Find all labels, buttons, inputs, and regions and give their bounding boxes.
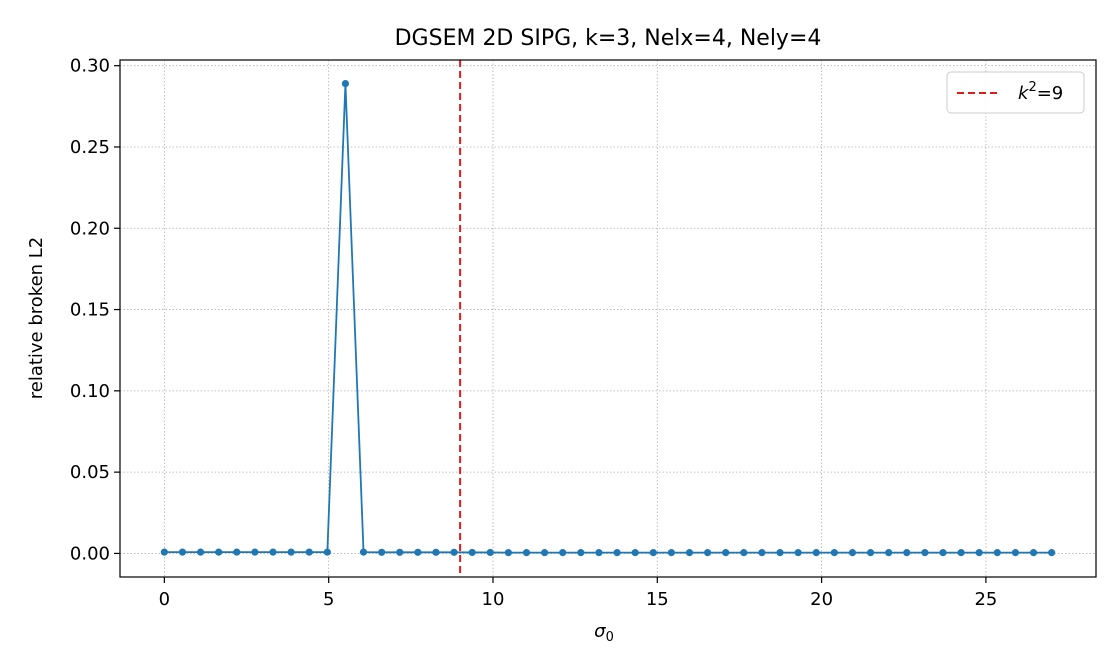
y-tick-label: 0.25: [70, 137, 110, 158]
data-point: [305, 548, 313, 556]
data-point: [341, 79, 350, 88]
data-point: [468, 548, 476, 557]
x-axis: 0 5 10 15 20 25: [159, 577, 997, 610]
y-tick-label: 0.00: [70, 543, 110, 564]
data-point: [178, 548, 187, 556]
data-point: [975, 549, 983, 557]
data-point: [885, 549, 893, 557]
data-point: [1011, 549, 1020, 557]
x-tick-label: 25: [974, 589, 997, 610]
data-point: [486, 548, 494, 557]
y-tick-label: 0.15: [70, 300, 110, 321]
data-point: [794, 549, 802, 557]
plot-area: [160, 60, 1056, 577]
data-point: [649, 549, 657, 557]
x-tick-label: 20: [810, 589, 833, 610]
data-point: [559, 549, 567, 557]
y-tick-label: 0.20: [70, 218, 110, 239]
y-tick-label: 0.10: [70, 381, 110, 402]
data-point: [939, 549, 947, 557]
data-point: [504, 549, 512, 557]
legend: k2=9: [946, 71, 1085, 114]
data-point: [758, 549, 766, 557]
data-point: [577, 549, 585, 557]
x-axis-label-subscript: 0: [606, 630, 614, 645]
data-point: [378, 548, 386, 556]
data-point: [251, 548, 259, 556]
data-point: [704, 549, 712, 557]
legend-box: [946, 71, 1085, 114]
data-point: [1048, 549, 1056, 557]
x-axis-label-symbol: σ: [594, 621, 606, 642]
data-point: [233, 548, 241, 556]
data-point: [450, 548, 458, 556]
data-point: [215, 548, 223, 556]
axes-frame: [119, 59, 1097, 578]
data-point: [740, 549, 748, 557]
data-point: [921, 549, 929, 557]
legend-vline-sup: 2: [1028, 80, 1036, 95]
x-axis-label: σ0: [594, 621, 614, 645]
data-point: [866, 549, 875, 557]
legend-vline-var: k: [1018, 83, 1030, 104]
data-point: [613, 549, 621, 557]
data-point: [631, 549, 639, 557]
data-point: [1029, 549, 1038, 557]
x-tick-label: 5: [323, 589, 334, 610]
x-tick-label: 0: [159, 589, 170, 610]
data-point: [396, 548, 404, 556]
data-point: [667, 549, 675, 557]
chart-title: DGSEM 2D SIPG, k=3, Nelx=4, Nely=4: [395, 26, 822, 51]
data-point: [196, 548, 205, 556]
legend-vline-rest: =9: [1037, 83, 1064, 104]
x-tick-label: 15: [646, 589, 669, 610]
data-point: [903, 549, 911, 557]
data-point: [359, 548, 368, 556]
data-point: [160, 548, 168, 556]
data-point: [993, 549, 1001, 557]
data-point: [830, 549, 838, 557]
data-point: [595, 549, 603, 557]
data-point: [414, 548, 422, 556]
data-point: [522, 549, 531, 557]
y-tick-label: 0.05: [70, 462, 110, 483]
data-point: [722, 549, 730, 557]
data-point: [287, 548, 295, 556]
data-point: [432, 548, 440, 556]
data-point: [957, 549, 965, 557]
data-point: [848, 549, 857, 557]
x-tick-label: 10: [482, 589, 505, 610]
legend-vline-label: k2=9: [1018, 80, 1063, 104]
data-point: [776, 549, 784, 557]
data-point: [685, 549, 694, 557]
y-tick-label: 0.30: [70, 56, 110, 77]
y-axis-label: relative broken L2: [26, 237, 47, 400]
data-point: [812, 549, 820, 557]
data-point: [269, 548, 277, 556]
data-point: [541, 549, 549, 557]
data-point: [323, 548, 331, 556]
y-axis: 0.00 0.05 0.10 0.15 0.20 0.25 0.30: [70, 56, 120, 564]
